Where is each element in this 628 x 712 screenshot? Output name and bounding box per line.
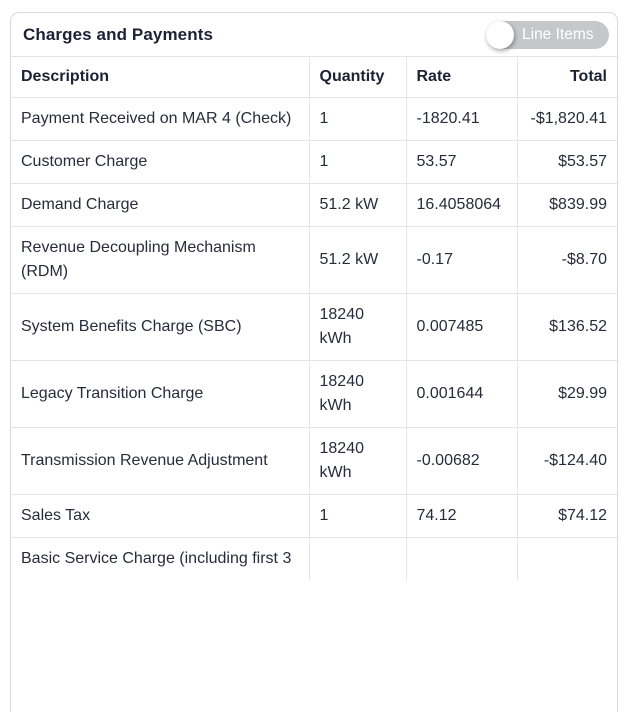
column-header-rate: Rate <box>405 56 518 98</box>
charges-table: Description Quantity Rate Total Payment … <box>10 56 618 581</box>
cell-total: $839.99 <box>516 183 618 227</box>
cell-rate: 0.001644 <box>405 360 518 428</box>
cell-quantity: 1 <box>308 140 407 184</box>
table-row: System Benefits Charge (SBC) 18240 kWh 0… <box>10 293 618 361</box>
column-header-total: Total <box>516 56 618 98</box>
table-row: Sales Tax 1 74.12 $74.12 <box>10 494 618 538</box>
cell-rate: -0.00682 <box>405 427 518 495</box>
cell-rate: -1820.41 <box>405 97 518 141</box>
cell-description: Customer Charge <box>10 140 310 184</box>
cell-description: System Benefits Charge (SBC) <box>10 293 310 361</box>
cell-rate: 16.4058064 <box>405 183 518 227</box>
cell-total: $74.12 <box>516 494 618 538</box>
table-row: Payment Received on MAR 4 (Check) 1 -182… <box>10 97 618 141</box>
cell-rate <box>405 537 518 581</box>
cell-quantity: 51.2 kW <box>308 226 407 294</box>
cell-rate: 0.007485 <box>405 293 518 361</box>
cell-quantity <box>308 537 407 581</box>
toggle-knob-icon <box>486 20 514 49</box>
table-row: Revenue Decoupling Mechanism (RDM) 51.2 … <box>10 226 618 294</box>
cell-total: -$1,820.41 <box>516 97 618 141</box>
cell-description: Transmission Revenue Adjustment <box>10 427 310 495</box>
column-header-quantity: Quantity <box>308 56 407 98</box>
cell-rate: 53.57 <box>405 140 518 184</box>
charges-and-payments-card: Charges and Payments Line Items Descript… <box>10 12 618 712</box>
line-items-toggle[interactable]: Line Items <box>486 20 609 49</box>
card-header: Charges and Payments Line Items <box>11 13 617 57</box>
cell-description: Legacy Transition Charge <box>10 360 310 428</box>
table-header-row: Description Quantity Rate Total <box>10 56 618 98</box>
cell-quantity: 1 <box>308 97 407 141</box>
column-header-description: Description <box>10 56 310 98</box>
table-row: Basic Service Charge (including first 3 <box>10 537 618 581</box>
cell-quantity: 1 <box>308 494 407 538</box>
card-title: Charges and Payments <box>23 24 214 44</box>
cell-total: $136.52 <box>516 293 618 361</box>
cell-description: Payment Received on MAR 4 (Check) <box>10 97 310 141</box>
cell-description: Basic Service Charge (including first 3 <box>10 537 310 581</box>
cell-total: $29.99 <box>516 360 618 428</box>
toggle-label: Line Items <box>522 25 594 43</box>
table-row: Transmission Revenue Adjustment 18240 kW… <box>10 427 618 495</box>
cell-description: Revenue Decoupling Mechanism (RDM) <box>10 226 310 294</box>
cell-rate: 74.12 <box>405 494 518 538</box>
table-row: Demand Charge 51.2 kW 16.4058064 $839.99 <box>10 183 618 227</box>
cell-total <box>516 537 618 581</box>
cell-quantity: 51.2 kW <box>308 183 407 227</box>
cell-quantity: 18240 kWh <box>308 360 407 428</box>
cell-quantity: 18240 kWh <box>308 293 407 361</box>
cell-total: $53.57 <box>516 140 618 184</box>
cell-description: Demand Charge <box>10 183 310 227</box>
cell-quantity: 18240 kWh <box>308 427 407 495</box>
cell-total: -$8.70 <box>516 226 618 294</box>
cell-description: Sales Tax <box>10 494 310 538</box>
table-row: Legacy Transition Charge 18240 kWh 0.001… <box>10 360 618 428</box>
table-row: Customer Charge 1 53.57 $53.57 <box>10 140 618 184</box>
cell-rate: -0.17 <box>405 226 518 294</box>
cell-total: -$124.40 <box>516 427 618 495</box>
